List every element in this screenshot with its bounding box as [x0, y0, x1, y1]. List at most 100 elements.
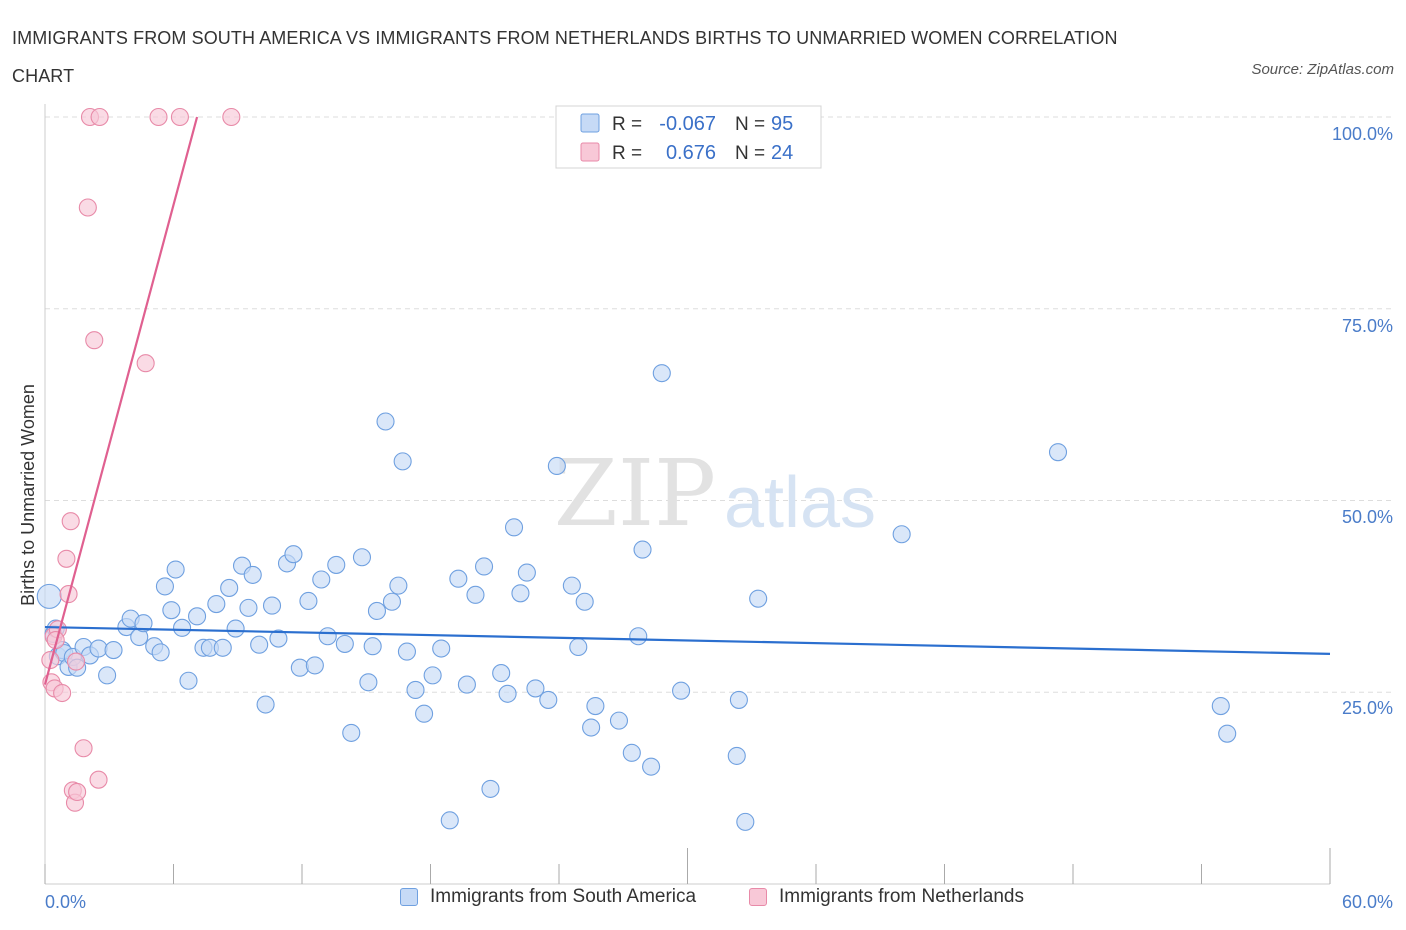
point-south-america [220, 578, 239, 597]
point-netherlands [85, 331, 104, 350]
point-south-america [736, 812, 755, 831]
x-tick-label-min: 0.0% [45, 892, 86, 912]
point-south-america [226, 619, 245, 638]
point-south-america [440, 811, 459, 830]
trend-line-south-america [44, 625, 1331, 655]
point-netherlands [89, 770, 108, 789]
point-south-america [517, 563, 536, 582]
point-netherlands [53, 683, 72, 703]
point-south-america [173, 618, 192, 637]
point-south-america [586, 697, 605, 716]
point-south-america [652, 364, 671, 383]
point-south-america [36, 583, 62, 609]
point-south-america [1211, 697, 1230, 716]
point-south-america [352, 548, 372, 567]
point-netherlands [170, 107, 189, 127]
point-netherlands [68, 782, 87, 802]
legend-item-south-america: Immigrants from South America [400, 886, 696, 908]
point-south-america [547, 456, 566, 476]
point-south-america [239, 598, 258, 617]
legend-swatch-netherlands [749, 888, 767, 906]
point-south-america [290, 658, 309, 677]
stats-n-value: 95 [771, 113, 793, 135]
point-south-america [389, 576, 408, 595]
legend-label-netherlands: Immigrants from Netherlands [779, 886, 1024, 907]
point-netherlands [78, 198, 97, 217]
point-south-america [1218, 724, 1237, 743]
watermark-atlas: atlas [724, 463, 876, 543]
point-netherlands [136, 354, 155, 373]
point-south-america [569, 637, 588, 657]
x-tick-labels: 0.0% 60.0% [45, 892, 1393, 912]
point-south-america [363, 637, 382, 656]
stats-r-label: R = [612, 143, 642, 164]
legend-item-netherlands: Immigrants from Netherlands [749, 886, 1024, 908]
point-south-america [622, 743, 641, 762]
point-south-america [155, 577, 174, 596]
stats-r-label: R = [612, 114, 642, 135]
point-south-america [162, 601, 181, 620]
point-south-america [457, 675, 476, 694]
point-south-america [582, 718, 601, 737]
point-south-america [166, 560, 185, 579]
point-south-america [609, 711, 629, 730]
stats-n-label: N = [735, 114, 765, 135]
point-south-america [305, 656, 324, 675]
stats-n-value: 24 [771, 142, 793, 164]
point-south-america [492, 664, 511, 683]
x-tick-label-max: 60.0% [1342, 892, 1393, 912]
point-south-america [284, 545, 303, 564]
point-south-america [539, 690, 558, 709]
y-tick-label: 50.0% [1342, 507, 1393, 527]
point-south-america [1048, 443, 1068, 462]
point-south-america [526, 679, 545, 698]
legend-swatch-south-america [400, 888, 418, 906]
point-south-america [423, 666, 442, 685]
point-south-america [98, 666, 117, 685]
point-netherlands [67, 652, 86, 671]
point-south-america [562, 576, 581, 595]
point-south-america [151, 643, 170, 662]
point-south-america [262, 596, 282, 615]
point-south-america [342, 723, 361, 742]
source-note: Source: ZipAtlas.com [1251, 61, 1394, 78]
trend-line-netherlands [43, 116, 199, 685]
point-south-america [250, 635, 269, 654]
point-south-america [474, 557, 494, 576]
point-south-america [243, 565, 262, 584]
point-south-america [466, 585, 485, 604]
point-south-america [498, 684, 517, 703]
point-south-america [575, 592, 594, 611]
point-south-america [642, 757, 661, 776]
point-south-america [629, 627, 648, 646]
point-netherlands [57, 549, 76, 568]
point-south-america [511, 584, 530, 603]
y-tick-label: 75.0% [1342, 316, 1393, 336]
data-points [36, 107, 1237, 831]
point-south-america [892, 525, 911, 544]
point-south-america [179, 671, 198, 690]
point-south-america [749, 589, 768, 608]
watermark-zip: ZIP [554, 440, 716, 547]
y-axis-title: Births to Unmarried Women [18, 384, 38, 606]
point-south-america [481, 779, 500, 798]
axes [44, 104, 1331, 885]
stats-swatch [580, 113, 600, 133]
point-south-america [406, 680, 425, 699]
y-tick-label: 100.0% [1332, 124, 1393, 144]
stats-swatch [580, 142, 600, 162]
point-netherlands [222, 107, 241, 127]
trend-lines [43, 116, 1331, 685]
point-south-america [367, 601, 387, 620]
point-south-america [727, 746, 746, 765]
y-tick-labels: 25.0% 50.0% 75.0% 100.0% [1332, 124, 1393, 718]
point-south-america [89, 639, 108, 658]
point-south-america [327, 555, 346, 574]
point-netherlands [90, 107, 109, 127]
point-south-america [299, 591, 318, 611]
y-axis-title-group: Births to Unmarried Women [18, 384, 38, 606]
point-south-america [504, 518, 524, 537]
stats-r-value: 0.676 [666, 142, 716, 164]
point-south-america [397, 642, 416, 661]
